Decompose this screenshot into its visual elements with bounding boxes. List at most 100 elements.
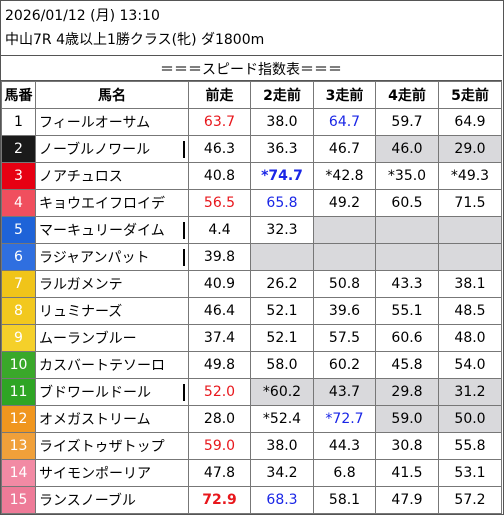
speed-index-cell: 52.1	[250, 324, 314, 352]
header-divider	[0, 55, 502, 56]
horse-number-cell: 4	[1, 189, 36, 217]
table-row: 10 カスバートテソーロ 49.8 58.0 60.2 45.8 54.0	[1, 351, 502, 379]
table-row: 1 フィールオーサム 63.7 38.0 64.7 59.7 64.9	[1, 108, 502, 136]
blinker-mark	[183, 141, 185, 158]
speed-index-cell: 36.3	[250, 135, 314, 163]
speed-index-cell: 52.1	[250, 297, 314, 325]
speed-index-cell: *72.7	[313, 405, 376, 433]
speed-index-cell	[250, 243, 314, 271]
table-row: 3 ノアチュロス 40.8 *74.7 *42.8 *35.0 *49.3	[1, 162, 502, 190]
table-row: 15 ランスノーブル 72.9 68.3 58.1 47.9 57.2	[1, 486, 502, 514]
speed-index-cell: 28.0	[188, 405, 251, 433]
speed-index-cell: 39.6	[313, 297, 376, 325]
horse-name-cell: キョウエイフロイデ	[35, 189, 189, 217]
table-row: 6 ラジャアンパット 39.8	[1, 243, 502, 271]
speed-index-cell: 55.8	[438, 432, 502, 460]
horse-name: ノーブルノワール	[39, 142, 151, 158]
speed-index-cell: 46.3	[188, 135, 251, 163]
speed-index-cell: 55.1	[375, 297, 439, 325]
table-row: 2 ノーブルノワール 46.3 36.3 46.7 46.0 29.0	[1, 135, 502, 163]
col-header-horse-name: 馬名	[35, 81, 189, 109]
horse-name-cell: マーキュリーダイム	[35, 216, 189, 244]
horse-number-cell: 8	[1, 297, 36, 325]
speed-index-cell	[438, 216, 502, 244]
table-row: 9 ムーランブルー 37.4 52.1 57.5 60.6 48.0	[1, 324, 502, 352]
blinker-mark	[183, 222, 185, 239]
horse-name: ムーランブルー	[39, 331, 137, 347]
speed-index-cell: 64.7	[313, 108, 376, 136]
speed-index-cell: 34.2	[250, 459, 314, 487]
speed-index-cell: *60.2	[250, 378, 314, 406]
speed-index-cell: 68.3	[250, 486, 314, 514]
speed-index-cell: 64.9	[438, 108, 502, 136]
speed-index-cell: 37.4	[188, 324, 251, 352]
speed-index-cell: 60.2	[313, 351, 376, 379]
horse-name: カスバートテソーロ	[39, 358, 165, 374]
table-row: 13 ライズトゥザトップ 59.0 38.0 44.3 30.8 55.8	[1, 432, 502, 460]
speed-index-table: 馬番 馬名 前走 2走前 3走前 4走前 5走前 1 フィールオーサム 63.7 38…	[1, 81, 502, 514]
horse-name: ラジャアンパット	[39, 250, 150, 266]
horse-name: ラルガメンテ	[39, 277, 123, 293]
speed-index-cell: 56.5	[188, 189, 251, 217]
table-row: 5 マーキュリーダイム 4.4 32.3	[1, 216, 502, 244]
speed-index-cell: 48.5	[438, 297, 502, 325]
table-title: ＝＝＝スピード指数表＝＝＝	[160, 62, 342, 78]
speed-index-cell: 32.3	[250, 216, 314, 244]
speed-index-cell: 41.5	[375, 459, 439, 487]
speed-index-cell: 40.9	[188, 270, 251, 298]
horse-name-cell: ランスノーブル	[35, 486, 189, 514]
horse-name-cell: サイモンポーリア	[35, 459, 189, 487]
horse-name-cell: フィールオーサム	[35, 108, 189, 136]
horse-name-cell: カスバートテソーロ	[35, 351, 189, 379]
horse-name-cell: ラジャアンパット	[35, 243, 189, 271]
speed-index-cell: 38.0	[250, 432, 314, 460]
table-row: 4 キョウエイフロイデ 56.5 65.8 49.2 60.5 71.5	[1, 189, 502, 217]
speed-index-cell: 45.8	[375, 351, 439, 379]
speed-index-cell: 47.9	[375, 486, 439, 514]
horse-number-cell: 15	[1, 486, 36, 514]
table-row: 11 ブドワールドール 52.0 *60.2 43.7 29.8 31.2	[1, 378, 502, 406]
speed-index-cell: 43.3	[375, 270, 439, 298]
horse-number-cell: 10	[1, 351, 36, 379]
table-header-row: 馬番 馬名 前走 2走前 3走前 4走前 5走前	[1, 81, 502, 109]
table-row: 8 リュミナーズ 46.4 52.1 39.6 55.1 48.5	[1, 297, 502, 325]
speed-index-cell: *74.7	[250, 162, 314, 190]
race-name: 中山7R 4歳以上1勝クラス(牝) ダ1800m	[5, 32, 265, 48]
horse-number-cell: 7	[1, 270, 36, 298]
col-header-3-races-ago: 3走前	[313, 81, 376, 109]
speed-index-cell	[438, 243, 502, 271]
horse-name: フィールオーサム	[39, 115, 151, 131]
speed-index-cell: 48.0	[438, 324, 502, 352]
horse-name-cell: ムーランブルー	[35, 324, 189, 352]
table-row: 12 オメガストリーム 28.0 *52.4 *72.7 59.0 50.0	[1, 405, 502, 433]
speed-index-cell: 29.0	[438, 135, 502, 163]
speed-index-cell	[313, 243, 376, 271]
speed-index-cell: 47.8	[188, 459, 251, 487]
speed-index-cell: 52.0	[188, 378, 251, 406]
horse-name: ライズトゥザトップ	[39, 439, 165, 455]
table-row: 7 ラルガメンテ 40.9 26.2 50.8 43.3 38.1	[1, 270, 502, 298]
speed-index-cell: 29.8	[375, 378, 439, 406]
speed-index-cell: 59.0	[375, 405, 439, 433]
horse-name: ノアチュロス	[39, 169, 123, 185]
speed-index-cell: 65.8	[250, 189, 314, 217]
speed-index-cell: 38.0	[250, 108, 314, 136]
speed-index-cell: 59.0	[188, 432, 251, 460]
horse-number-cell: 2	[1, 135, 36, 163]
speed-index-cell: 57.5	[313, 324, 376, 352]
horse-number-cell: 9	[1, 324, 36, 352]
race-datetime: 2026/01/12 (月) 13:10	[5, 8, 160, 24]
speed-index-cell: 30.8	[375, 432, 439, 460]
speed-index-cell: 46.0	[375, 135, 439, 163]
col-header-2-races-ago: 2走前	[250, 81, 314, 109]
speed-index-cell: 50.8	[313, 270, 376, 298]
horse-name: ランスノーブル	[39, 493, 136, 509]
speed-index-cell: 58.0	[250, 351, 314, 379]
horse-name-cell: ノアチュロス	[35, 162, 189, 190]
speed-index-cell: 50.0	[438, 405, 502, 433]
speed-index-cell	[313, 216, 376, 244]
speed-index-cell: 31.2	[438, 378, 502, 406]
speed-index-cell: 46.7	[313, 135, 376, 163]
blinker-mark	[183, 249, 185, 266]
col-header-5-races-ago: 5走前	[438, 81, 502, 109]
